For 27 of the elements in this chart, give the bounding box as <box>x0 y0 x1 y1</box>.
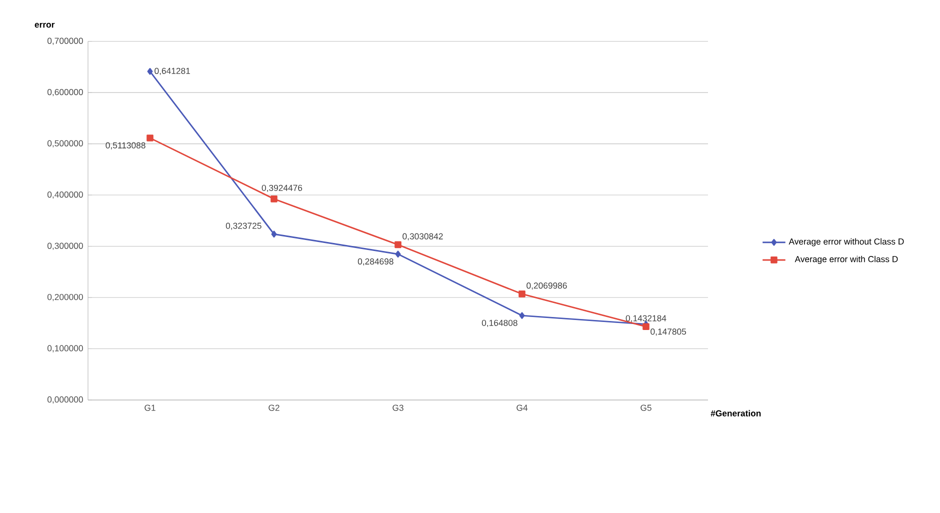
y-tick-label: 0,600000 <box>47 88 83 96</box>
data-label: 0,2069986 <box>526 282 567 290</box>
data-label: 0,641281 <box>154 68 190 75</box>
legend-label: Average error without Class D <box>788 238 904 246</box>
y-tick-label: 0,400000 <box>47 191 83 198</box>
x-tick-label: G3 <box>392 404 404 411</box>
y-tick-label: 0,700000 <box>47 38 83 45</box>
y-tick-label: 0,100000 <box>47 345 83 352</box>
data-label: 0,3030842 <box>402 233 443 240</box>
x-tick-label: G5 <box>640 404 652 411</box>
y-tick-label: 0,200000 <box>47 294 83 301</box>
data-label: 0,5113088 <box>106 142 146 150</box>
data-label: 0,1432184 <box>626 315 666 322</box>
data-label: 0,284698 <box>358 258 394 266</box>
x-tick-label: G2 <box>268 404 280 411</box>
y-tick-label: 0,000000 <box>47 396 83 404</box>
data-label: 0,323725 <box>226 222 262 230</box>
data-label: 0,3924476 <box>262 184 302 192</box>
y-axis-title: error <box>34 22 55 28</box>
data-label: 0,147805 <box>650 328 686 336</box>
x-tick-label: G4 <box>516 404 528 411</box>
data-label: 0,164808 <box>482 320 518 327</box>
x-axis-title: #Generation <box>710 410 761 416</box>
y-tick-label: 0,500000 <box>47 140 83 148</box>
y-tick-label: 0,300000 <box>47 242 83 250</box>
x-tick-label: G1 <box>144 404 156 411</box>
legend-label: Average error with Class D <box>794 256 898 264</box>
